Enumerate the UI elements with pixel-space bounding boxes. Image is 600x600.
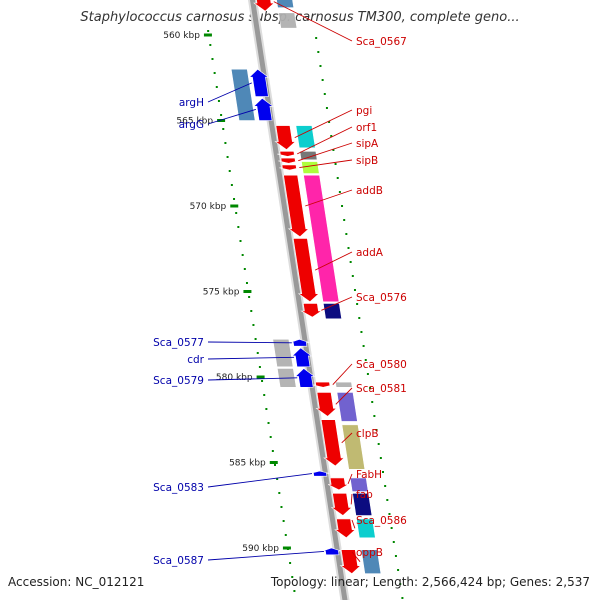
forward-label-line-orf1	[297, 126, 353, 155]
forward-gene-orf1	[277, 150, 298, 157]
reverse-feature-1	[272, 339, 294, 368]
forward-feature-10	[349, 477, 369, 492]
forward-label-line-sipb	[299, 159, 353, 168]
forward-gene-clpb	[320, 419, 345, 467]
forward-label-line-pgi	[294, 109, 353, 139]
reverse-label-sca-0583: Sca_0583	[153, 482, 204, 494]
forward-label-sca-0586: Sca_0586	[356, 515, 407, 527]
forward-label-sca-0576: Sca_0576	[356, 292, 407, 304]
forward-feature-3	[299, 150, 318, 161]
ruler-label-585: 585 kbp	[229, 459, 266, 469]
ruler-label-590: 590 kbp	[242, 544, 279, 554]
ruler-label-570: 570 kbp	[190, 202, 227, 212]
forward-feature-13	[360, 549, 382, 574]
forward-gene-pgi	[274, 125, 297, 150]
forward-gene-sipb	[279, 164, 300, 171]
forward-label-line-adda	[314, 251, 353, 271]
reverse-label-sca-0579: Sca_0579	[153, 375, 204, 387]
forward-gene-fabh	[328, 477, 350, 491]
map-title: Staphylococcus carnosus subsp. carnosus …	[80, 10, 520, 25]
reverse-label-cdr: cdr	[187, 354, 204, 366]
forward-gene-sca-0580	[312, 381, 333, 388]
forward-label-oppb: oppB	[356, 547, 383, 559]
forward-gene-sca-0586	[334, 518, 356, 539]
forward-label-sipa: sipA	[356, 138, 379, 150]
ruler-ticks: 560 kbp 565 kbp 570 kbp 575 kbp 580 kbp 585 k…	[163, 31, 291, 554]
forward-label-line-clpb	[341, 432, 353, 444]
forward-feature-2	[295, 125, 316, 149]
reverse-label-argg: argG	[179, 119, 204, 131]
reverse-label-line-argg	[207, 108, 257, 125]
forward-feature-4	[301, 161, 320, 174]
forward-gene-adda	[292, 238, 320, 303]
forward-label-line-fabh	[347, 473, 353, 485]
forward-label-line-fab	[350, 493, 353, 505]
reverse-label-line-sca-0587	[207, 550, 324, 561]
forward-label-line-sipa	[298, 142, 353, 162]
feature-tracks	[230, 0, 382, 574]
ruler-label-580: 580 kbp	[216, 373, 253, 383]
reverse-label-sca-0577: Sca_0577	[153, 337, 204, 349]
reverse-label-line-sca-0583	[207, 473, 313, 488]
forward-label-pgi: pgi	[356, 105, 372, 117]
ruler-label-565: 565 kbp	[176, 117, 213, 127]
reverse-gene-argh	[248, 68, 270, 97]
forward-gene-sca-0576	[300, 303, 323, 318]
forward-label-addb: addB	[356, 185, 383, 197]
reverse-label-argh: argH	[179, 97, 204, 109]
forward-gene-sipa	[278, 157, 299, 164]
ruler-label-575: 575 kbp	[203, 288, 240, 298]
reverse-label-line-argh	[207, 82, 252, 103]
forward-label-fab: fab	[356, 489, 373, 501]
reverse-label-sca-0587: Sca_0587	[153, 555, 204, 567]
forward-feature-7	[335, 381, 353, 388]
genome-summary: Topology: linear; Length: 2,566,424 bp; …	[270, 575, 590, 589]
forward-label-line-sca-0576	[321, 296, 353, 311]
forward-label-line-oppb	[351, 551, 361, 562]
forward-feature-9	[341, 424, 366, 470]
ruler-label-560: 560 kbp	[163, 31, 200, 41]
reverse-gene-argg	[253, 97, 274, 121]
forward-feature-11	[352, 492, 373, 516]
forward-label-sipb: sipB	[356, 155, 378, 167]
forward-label-clpb: clpB	[356, 428, 379, 440]
forward-feature-12	[356, 518, 376, 539]
dotted-track-guides	[207, 30, 404, 599]
reverse-gene-cdr	[291, 347, 313, 368]
forward-label-line-sca-0586	[351, 519, 356, 529]
reverse-feature-0	[230, 68, 256, 121]
reverse-label-line-cdr	[207, 356, 295, 360]
forward-gene-addb	[283, 174, 310, 238]
forward-gene-sca-0581	[315, 392, 338, 417]
forward-feature-0	[276, 0, 295, 8]
forward-feature-1	[278, 12, 298, 29]
forward-label-sca-0567: Sca_0567	[356, 36, 407, 48]
forward-label-line-sca-0581	[335, 387, 353, 405]
reverse-label-line-sca-0577	[207, 341, 292, 344]
forward-label-line-sca-0567	[273, 1, 353, 42]
reverse-label-line-sca-0579	[207, 377, 298, 381]
forward-gene-sca-0567	[253, 0, 275, 12]
forward-feature-5	[303, 174, 340, 303]
accession-label: Accession: NC_012121	[8, 575, 145, 589]
forward-feature-8	[336, 392, 358, 422]
forward-label-line-addb	[305, 189, 353, 207]
forward-label-line-sca-0580	[332, 363, 353, 386]
forward-label-fabh: FabH	[356, 469, 382, 481]
forward-label-adda: addA	[356, 247, 384, 259]
forward-gene-fab	[330, 492, 353, 516]
forward-label-orf1: orf1	[356, 122, 377, 134]
gene-tracks[interactable]	[248, 0, 362, 575]
forward-label-sca-0581: Sca_0581	[356, 383, 407, 395]
reverse-gene-sca-0579	[294, 368, 316, 388]
forward-label-sca-0580: Sca_0580	[356, 359, 407, 371]
